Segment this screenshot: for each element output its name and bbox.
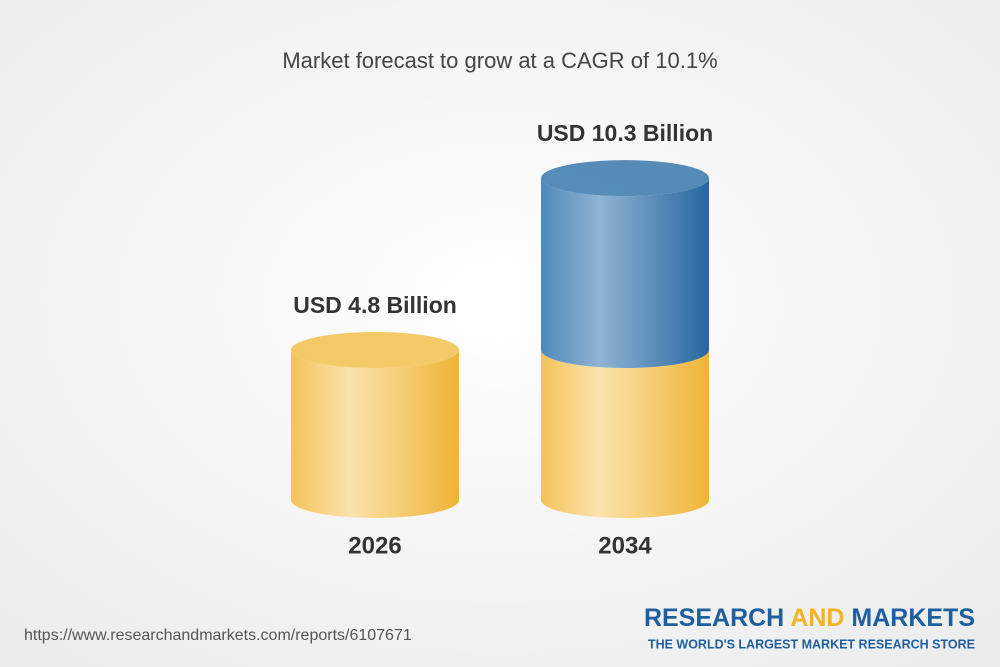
cylinder-top xyxy=(541,160,709,197)
cylinder-body xyxy=(291,350,459,518)
logo-and: AND xyxy=(790,604,844,632)
logo-markets: MARKETS xyxy=(851,604,975,632)
cylinder-top xyxy=(291,332,459,368)
value-label: USD 10.3 Billion xyxy=(537,120,713,146)
logo-research: RESEARCH xyxy=(644,604,784,632)
category-label: 2026 xyxy=(348,532,401,559)
chart-title: Market forecast to grow at a CAGR of 10.… xyxy=(282,48,717,73)
category-label: 2034 xyxy=(598,532,652,559)
value-label: USD 4.8 Billion xyxy=(293,292,457,318)
source-url: https://www.researchandmarkets.com/repor… xyxy=(24,627,412,644)
cylinder-base xyxy=(541,350,709,518)
cylinder-growth xyxy=(541,178,709,368)
logo: RESEARCH AND MARKETS xyxy=(644,604,975,632)
logo-tagline: THE WORLD'S LARGEST MARKET RESEARCH STOR… xyxy=(648,637,975,651)
